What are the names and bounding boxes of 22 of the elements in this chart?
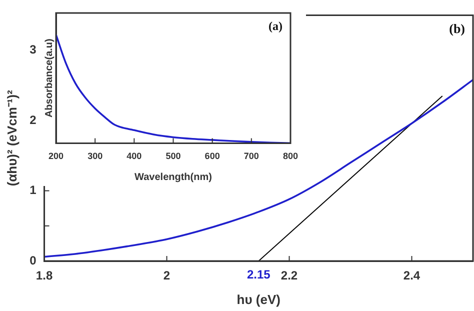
annotation: (a) [268,19,282,34]
x-tick-label: 200 [48,151,64,162]
annotation: 2.15 [246,267,271,282]
y-tick-label: 0 [30,253,37,268]
x-tick-label: 800 [282,151,298,162]
x-tick-label: 700 [244,151,259,162]
x-tick-label: 2 [163,268,170,283]
y-tick-label: 2 [30,112,37,127]
x-tick-label: 2.2 [280,268,298,283]
x-tick-label: 2.4 [403,268,420,283]
x-tick-label: 600 [204,151,220,162]
x-axis-title: hυ (eV) [236,292,280,307]
y-axis-title: Absorbance(a.u) [44,38,55,118]
x-tick-label: 1.8 [36,268,53,283]
annotation: (b) [449,21,465,36]
x-tick-label: 300 [88,151,103,162]
y-tick-label: 3 [30,42,37,57]
y-tick-label: 1 [30,183,37,198]
y-axis-title: (αhυ)² (eVcm⁻¹)² [4,89,20,186]
x-axis-title: Wavelength(nm) [134,172,212,183]
x-tick-label: 400 [126,151,142,162]
x-tick-label: 500 [166,151,181,162]
